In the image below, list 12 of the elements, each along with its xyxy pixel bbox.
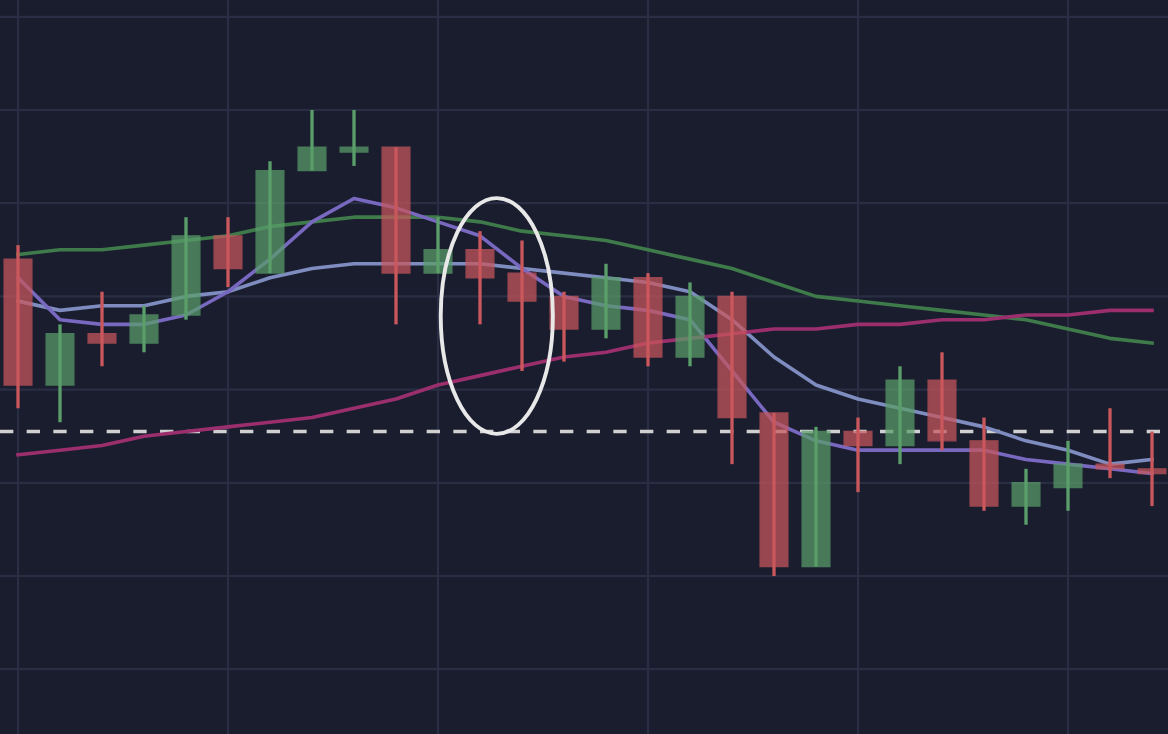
candlestick: [1053, 439, 1083, 513]
candlestick: [843, 415, 873, 494]
candlestick: [1095, 406, 1125, 480]
candlestick: [129, 304, 159, 354]
candlestick: [1011, 467, 1041, 527]
candlestick: [1137, 429, 1167, 508]
candlestick: [87, 290, 117, 368]
candlestick: [297, 108, 327, 173]
candlestick: [507, 238, 537, 373]
candlestick: [213, 215, 243, 289]
candlestick: [465, 229, 495, 327]
candlestick: [339, 108, 369, 168]
